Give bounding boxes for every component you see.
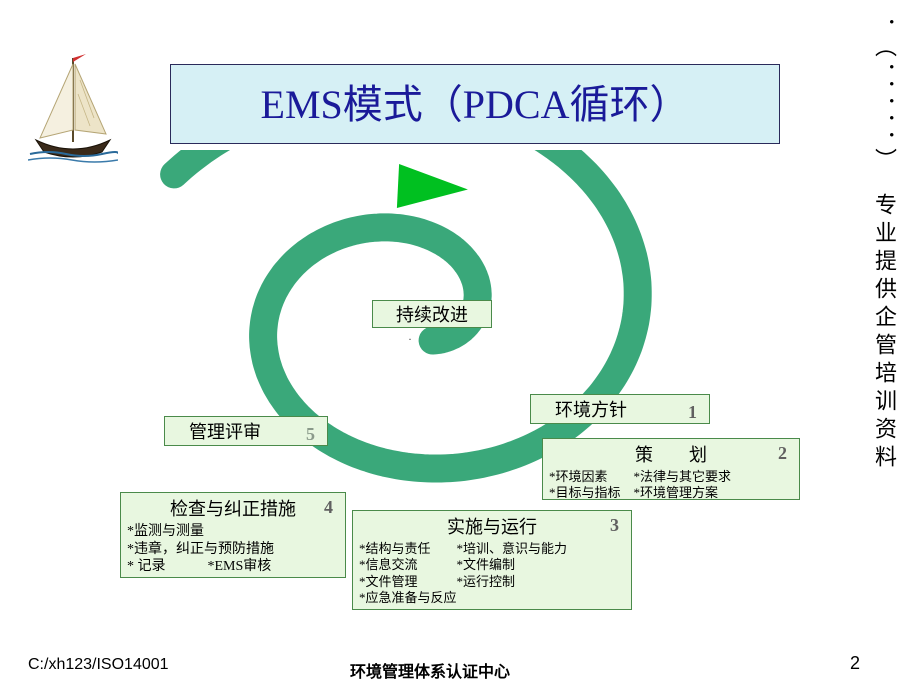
pdca-box-3: 实施与运行 3 *结构与责任 *培训、意识与能力*信息交流 *文件编制*文件管理 *… — [352, 510, 632, 610]
pdca-box-item: *违章，纠正与预防措施 — [127, 541, 339, 559]
pdca-box-item: * 记录 *EMS审核 — [127, 558, 339, 576]
center-label-text: 持续改进 — [396, 305, 468, 325]
footer-page-number: 2 — [850, 653, 860, 674]
pdca-box-item: *目标与指标 *环境管理方案 — [549, 485, 793, 501]
pdca-box-label: 检查与纠正措施 — [170, 495, 296, 521]
footer-path: C:/xh123/ISO14001 — [28, 656, 169, 674]
pdca-box-5: 管理评审 5 — [164, 416, 328, 446]
pdca-box-label: 策 划 — [635, 441, 707, 467]
title-box: EMS模式（PDCA循环） — [170, 64, 780, 144]
pdca-box-header: 策 划 2 — [549, 441, 793, 467]
pdca-box-header: 检查与纠正措施 4 — [127, 495, 339, 521]
pdca-box-header: 管理评审 5 — [171, 419, 321, 445]
title-text: EMS模式（PDCA循环） — [261, 82, 690, 127]
pdca-box-number: 4 — [324, 497, 333, 518]
pdca-box-number: 5 — [306, 421, 315, 447]
pdca-box-item: *文件管理 *运行控制 — [359, 574, 625, 590]
center-label-box: 持续改进 — [372, 300, 492, 328]
pdca-box-items: *环境因素 *法律与其它要求*目标与指标 *环境管理方案 — [549, 469, 793, 502]
pdca-box-number: 2 — [778, 443, 787, 464]
sailboat-icon — [28, 50, 118, 170]
pdca-box-label: 环境方针 — [555, 397, 627, 423]
pdca-box-item: *应急准备与反应 — [359, 590, 625, 606]
center-dot: · — [408, 332, 412, 347]
pdca-box-item: *信息交流 *文件编制 — [359, 557, 625, 573]
pdca-box-2: 策 划 2 *环境因素 *法律与其它要求*目标与指标 *环境管理方案 — [542, 438, 800, 500]
pdca-box-number: 1 — [688, 399, 697, 425]
pdca-box-number: 3 — [610, 515, 619, 536]
pdca-box-items: *结构与责任 *培训、意识与能力*信息交流 *文件编制*文件管理 *运行控制*应… — [359, 541, 625, 606]
footer-center: 环境管理体系认证中心 — [300, 658, 560, 682]
pdca-box-item: *监测与测量 — [127, 523, 339, 541]
pdca-box-item: *环境因素 *法律与其它要求 — [549, 469, 793, 485]
side-vertical-text: ．（．．．．．） 专业提供企管培训资料 — [868, 18, 900, 473]
pdca-box-label: 实施与运行 — [447, 513, 537, 539]
pdca-box-4: 检查与纠正措施 4 *监测与测量*违章，纠正与预防措施* 记录 *EMS审核 — [120, 492, 346, 578]
pdca-box-1: 环境方针 1 — [530, 394, 710, 424]
pdca-box-items: *监测与测量*违章，纠正与预防措施* 记录 *EMS审核 — [127, 523, 339, 576]
pdca-box-header: 实施与运行 3 — [359, 513, 625, 539]
pdca-box-header: 环境方针 1 — [537, 397, 703, 423]
pdca-box-label: 管理评审 — [189, 419, 261, 445]
pdca-box-item: *结构与责任 *培训、意识与能力 — [359, 541, 625, 557]
